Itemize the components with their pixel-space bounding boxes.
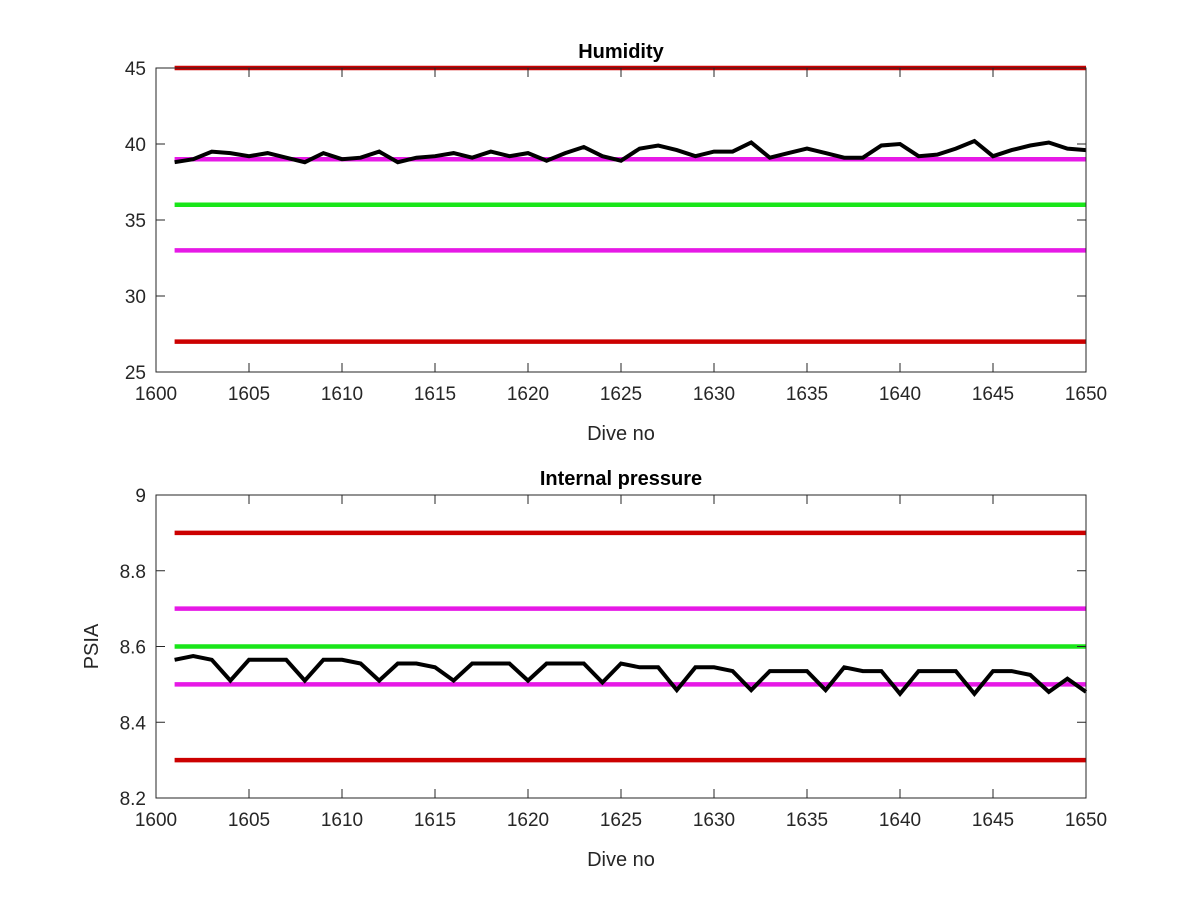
x-tick-label: 1640 — [879, 810, 921, 831]
chart-title: Internal pressure — [540, 468, 702, 490]
x-tick-label: 1650 — [1065, 384, 1107, 405]
x-tick-label: 1600 — [135, 384, 177, 405]
x-tick-label: 1605 — [228, 384, 270, 405]
y-tick-label: 45 — [125, 59, 146, 80]
y-tick-label: 40 — [125, 135, 146, 156]
x-tick-label: 1615 — [414, 384, 456, 405]
x-tick-label: 1630 — [693, 384, 735, 405]
x-tick-label: 1625 — [600, 810, 642, 831]
x-tick-label: 1610 — [321, 384, 363, 405]
x-tick-label: 1645 — [972, 384, 1014, 405]
y-tick-label: 30 — [125, 287, 146, 308]
y-tick-label: 8.2 — [120, 789, 146, 810]
chart-title: Humidity — [578, 41, 664, 63]
x-tick-label: 1640 — [879, 384, 921, 405]
x-tick-label: 1600 — [135, 810, 177, 831]
y-tick-label: 8.8 — [120, 562, 146, 583]
x-tick-label: 1635 — [786, 384, 828, 405]
x-tick-label: 1635 — [786, 810, 828, 831]
plot-area — [156, 68, 1086, 372]
series-line — [174, 653, 1088, 697]
y-tick-label: 9 — [135, 486, 146, 507]
x-tick-label: 1615 — [414, 810, 456, 831]
x-tick-label: 1620 — [507, 810, 549, 831]
y-tick-label: 8.6 — [120, 638, 146, 659]
x-tick-label: 1625 — [600, 384, 642, 405]
x-tick-label: 1620 — [507, 384, 549, 405]
y-axis-label: PSIA — [81, 623, 103, 669]
x-axis-label: Dive no — [587, 849, 655, 871]
x-tick-label: 1610 — [321, 810, 363, 831]
y-tick-label: 25 — [125, 363, 146, 384]
x-tick-label: 1645 — [972, 810, 1014, 831]
y-tick-label: 35 — [125, 211, 146, 232]
humidity-chart: 1600 1605 1610 1615 1620 1625 1630 1635 1640 1645… — [125, 41, 1107, 445]
x-tick-label: 1650 — [1065, 810, 1107, 831]
x-tick-label: 1630 — [693, 810, 735, 831]
x-tick-label: 1605 — [228, 810, 270, 831]
series-line — [174, 138, 1087, 165]
x-axis-label: Dive no — [587, 423, 655, 445]
internal-pressure-chart: 1600 1605 1610 1615 1620 1625 1630 1635 1640 1645… — [81, 468, 1107, 871]
y-tick-label: 8.4 — [120, 713, 147, 734]
